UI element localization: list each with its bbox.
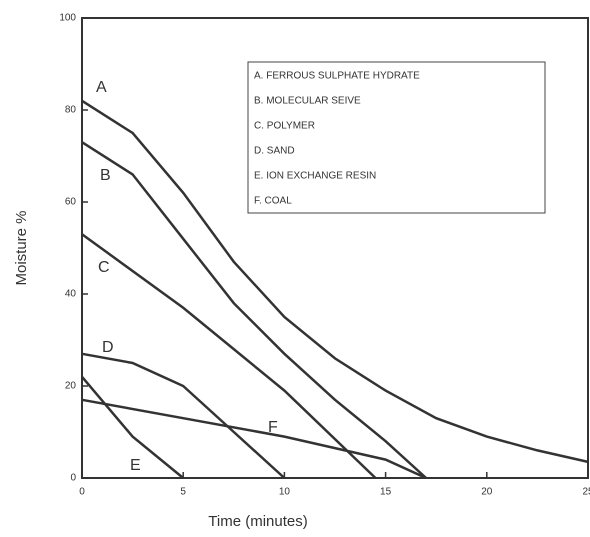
line: [81, 99, 589, 464]
x-tick-label: 0: [79, 487, 85, 498]
x-tick-label: 5: [180, 487, 186, 498]
series-label: D: [102, 339, 114, 356]
x-tick-label: 10: [279, 487, 291, 498]
x-tick-label: 15: [380, 487, 392, 498]
plot-frame: [81, 17, 589, 479]
y-tick-label: 20: [65, 381, 77, 392]
y-tick-label: 80: [65, 105, 77, 116]
line: [81, 141, 427, 479]
series-label: F: [268, 419, 278, 436]
y-axis-label: Moisture %: [13, 210, 30, 285]
y-tick-label: 40: [65, 289, 77, 300]
x-tick-label: 20: [481, 487, 493, 498]
y-tick-label: 60: [65, 197, 77, 208]
x-axis-label: Time (minutes): [208, 513, 307, 530]
legend-entry: A. FERROUS SULPHATE HYDRATE: [254, 71, 420, 82]
series-label: C: [98, 259, 110, 276]
series-label: A: [96, 79, 107, 96]
series-label: B: [100, 167, 111, 184]
line: [81, 375, 184, 479]
legend-entry: D. SAND: [254, 146, 295, 157]
x-tick-label: 25: [582, 487, 590, 498]
y-tick-label: 0: [70, 473, 76, 484]
legend-box: [247, 61, 546, 214]
series-label: E: [130, 457, 141, 474]
legend-entry: B. MOLECULAR SEIVE: [254, 96, 361, 107]
line: [81, 233, 377, 479]
line: [81, 398, 427, 480]
y-tick-label: 100: [59, 13, 76, 24]
legend-entry: C. POLYMER: [254, 121, 315, 132]
legend-entry: F. COAL: [254, 196, 292, 207]
legend-entry: E. ION EXCHANGE RESIN: [254, 171, 376, 182]
line: [81, 352, 286, 479]
